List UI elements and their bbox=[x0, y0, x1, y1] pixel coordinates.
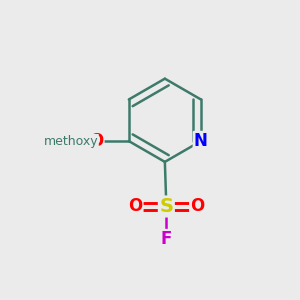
Text: O: O bbox=[190, 197, 205, 215]
Text: O: O bbox=[89, 132, 103, 150]
Text: methoxy: methoxy bbox=[44, 135, 98, 148]
Text: O: O bbox=[128, 197, 142, 215]
Text: N: N bbox=[194, 132, 208, 150]
Text: S: S bbox=[159, 197, 173, 216]
Text: F: F bbox=[161, 230, 172, 248]
